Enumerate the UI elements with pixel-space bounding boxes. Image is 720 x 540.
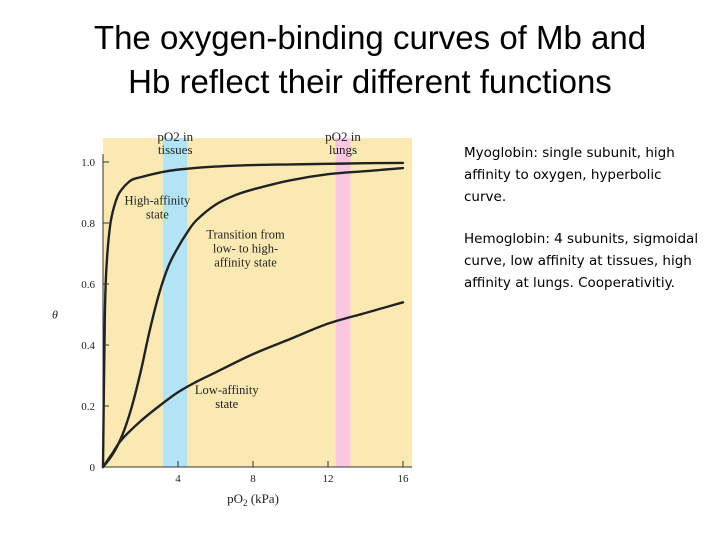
band-label-tissues: pO2 in tissues bbox=[157, 129, 193, 157]
y-tick-label: 0.8 bbox=[81, 218, 95, 230]
y-axis-label: θ bbox=[52, 308, 58, 322]
band-tissues bbox=[163, 138, 188, 467]
slide-notes: Myoglobin: single subunit, high affinity… bbox=[464, 142, 704, 314]
y-tick-label: 0.6 bbox=[81, 279, 95, 291]
low-affinity-curve bbox=[101, 301, 405, 469]
band-label-lungs: pO2 in lungs bbox=[325, 129, 361, 157]
myoglobin-curve bbox=[101, 161, 405, 469]
plot-background bbox=[103, 138, 412, 467]
y-tick-label: 0 bbox=[90, 462, 96, 474]
annotation-transition: Transition from low- to high-affinity sta… bbox=[206, 227, 285, 269]
hemoglobin-note: Hemoglobin: 4 subunits, sigmoidal curve,… bbox=[464, 231, 699, 291]
x-axis-label: pO2 (kPa) bbox=[227, 491, 279, 508]
x-tick-label: 12 bbox=[323, 473, 334, 485]
annotation-high-affinity: High-affinity state bbox=[125, 194, 191, 222]
slide-title: The oxygen-binding curves of Mb and Hb r… bbox=[93, 19, 647, 100]
y-tick-label: 0.4 bbox=[81, 340, 95, 352]
y-tick-label: 1.0 bbox=[81, 157, 95, 169]
x-tick-label: 4 bbox=[175, 473, 181, 485]
band-lungs bbox=[335, 138, 351, 467]
hemoglobin-curve bbox=[101, 166, 405, 469]
annotation-low-affinity: Low-affinity state bbox=[195, 383, 259, 411]
y-tick-label: 0.2 bbox=[81, 401, 95, 413]
x-tick-label: 16 bbox=[398, 473, 410, 485]
myoglobin-note: Myoglobin: single subunit, high affinity… bbox=[464, 145, 675, 205]
x-tick-label: 8 bbox=[250, 473, 256, 485]
